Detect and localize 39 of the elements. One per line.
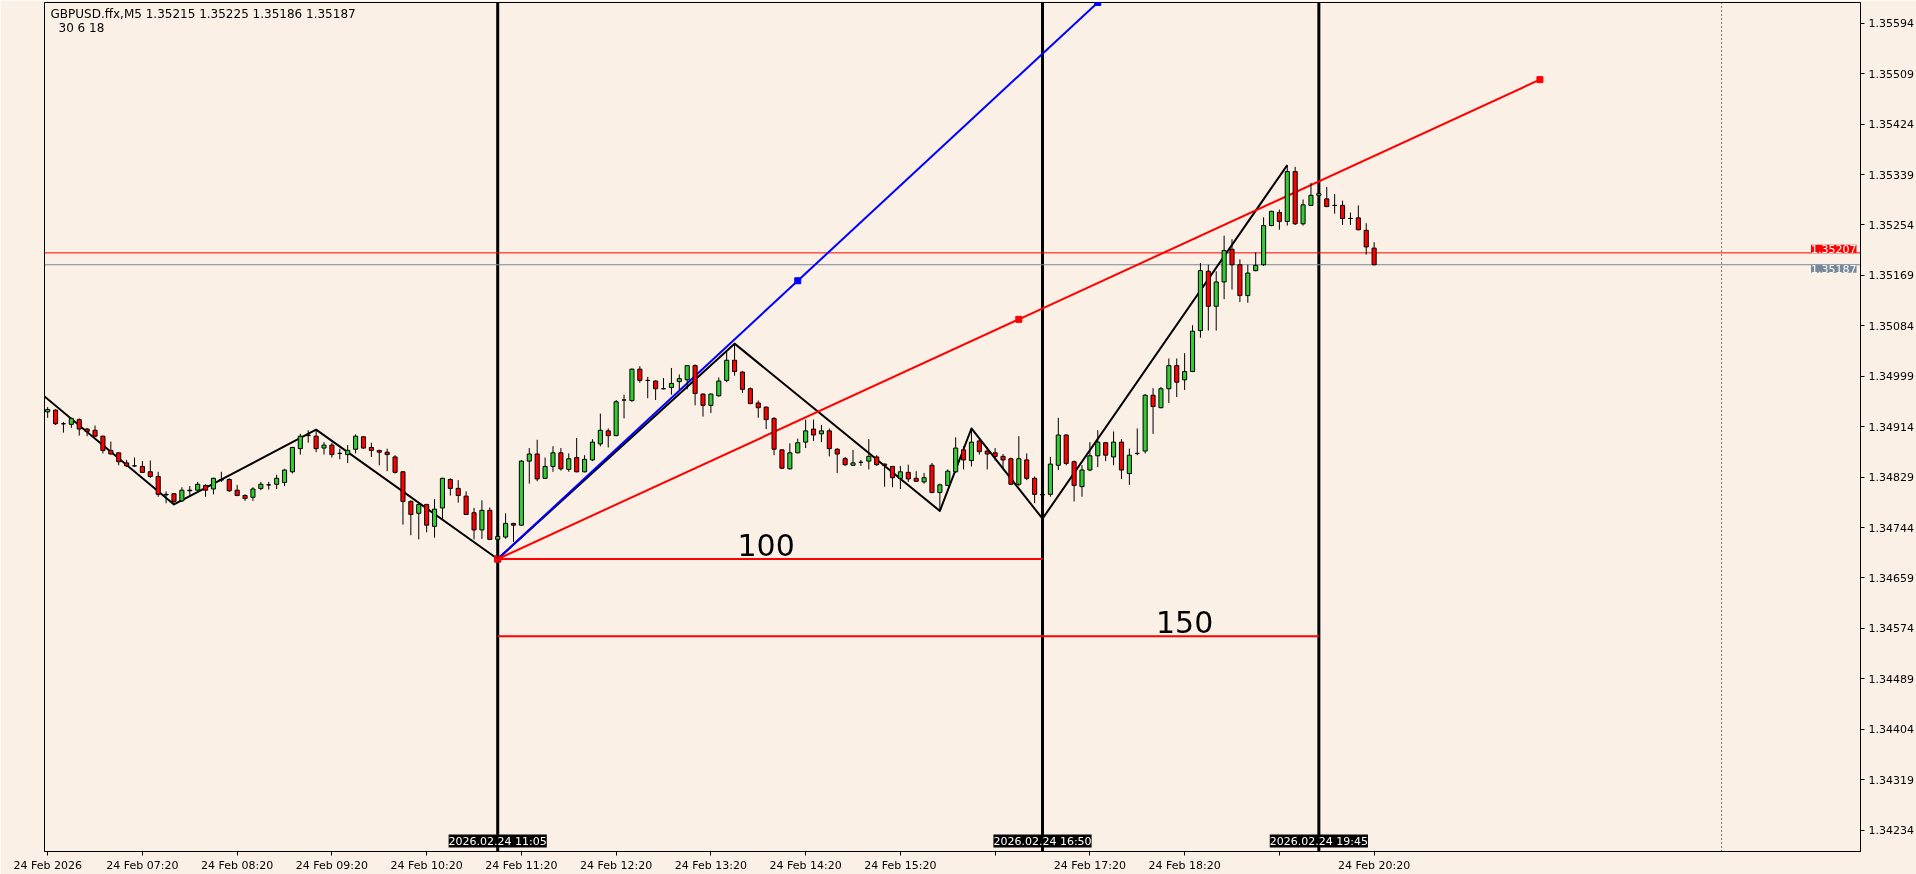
x-tick-label: 24 Feb 18:20 xyxy=(1148,858,1221,872)
x-tick-label: 24 Feb 07:20 xyxy=(106,858,179,872)
x-tick-label: 24 Feb 12:20 xyxy=(580,858,653,872)
x-tick-label: 24 Feb 15:20 xyxy=(864,858,937,872)
x-tick-label: 24 Feb 08:20 xyxy=(201,858,274,872)
y-tick-label: 1.34234 xyxy=(1868,824,1914,838)
ref-line-label: 1.35207 xyxy=(1811,242,1857,256)
y-tick-label: 1.35084 xyxy=(1868,319,1914,333)
ref-line-label: 2026.02.24 16:50 xyxy=(993,834,1092,848)
ref-line-label: 1.35187 xyxy=(1811,262,1857,276)
y-tick-label: 1.35339 xyxy=(1868,168,1914,182)
y-tick-label: 1.34914 xyxy=(1868,420,1914,434)
y-tick-label: 1.35594 xyxy=(1868,17,1914,31)
ref-line-label: 2026.02.24 19:45 xyxy=(1269,834,1368,848)
y-tick-label: 1.35254 xyxy=(1868,218,1914,232)
y-tick-label: 1.35509 xyxy=(1868,67,1914,81)
x-tick-label: 24 Feb 13:20 xyxy=(674,858,747,872)
y-tick-label: 1.34999 xyxy=(1868,370,1914,384)
x-tick-label: 24 Feb 14:20 xyxy=(769,858,842,872)
annotation: 100 xyxy=(737,528,795,564)
y-tick-label: 1.35424 xyxy=(1868,118,1914,132)
y-tick-label: 1.34404 xyxy=(1868,723,1914,737)
y-tick-label: 1.34574 xyxy=(1868,622,1914,636)
ref-line-label: 2026.02.24 11:05 xyxy=(448,834,547,848)
y-tick-label: 1.34319 xyxy=(1868,773,1914,787)
text: 30 6 18 xyxy=(58,20,105,35)
x-tick-label: 24 Feb 17:20 xyxy=(1053,858,1126,872)
x-tick-label: 24 Feb 11:20 xyxy=(485,858,558,872)
y-tick-label: 1.34744 xyxy=(1868,521,1914,535)
y-tick-label: 1.34659 xyxy=(1868,571,1914,585)
chart-title: GBPUSD.ffx,M5 1.35215 1.35225 1.35186 1.35187 xyxy=(50,6,356,21)
x-tick-label: 24 Feb 20:20 xyxy=(1338,858,1411,872)
y-tick-label: 1.35169 xyxy=(1868,269,1914,283)
annotation: 150 xyxy=(1156,605,1214,641)
y-tick-label: 1.34829 xyxy=(1868,471,1914,485)
x-tick-label: 24 Feb 2026 xyxy=(13,858,82,872)
x-tick-label: 24 Feb 09:20 xyxy=(295,858,368,872)
x-tick-label: 24 Feb 10:20 xyxy=(390,858,463,872)
y-tick-label: 1.34489 xyxy=(1868,672,1914,686)
